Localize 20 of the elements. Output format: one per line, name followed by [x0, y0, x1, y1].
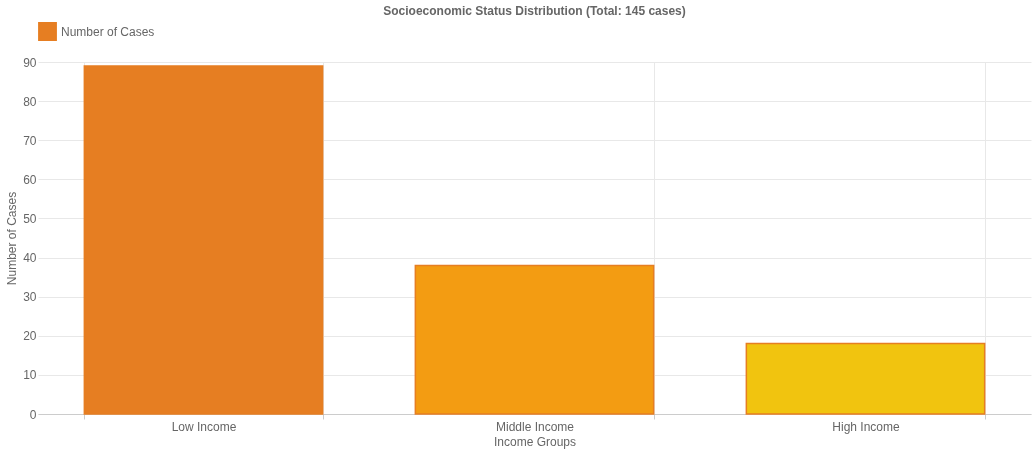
legend-label: Number of Cases [61, 24, 155, 39]
y-axis-title: Number of Cases [5, 191, 20, 286]
y-tick-label: 50 [23, 211, 37, 226]
y-tick-label: 60 [23, 172, 37, 187]
y-tick-label: 0 [29, 407, 37, 422]
y-tick-label: 40 [23, 251, 37, 266]
y-tick-label: 90 [23, 55, 37, 70]
y-tick-label: 80 [23, 94, 37, 109]
x-tick-label: Middle Income [495, 419, 575, 434]
y-tick-label: 30 [23, 290, 37, 305]
y-tick-label: 70 [23, 133, 37, 148]
bar [414, 264, 655, 415]
x-tick-label: High Income [832, 419, 900, 434]
bar [745, 342, 986, 415]
y-tick-label: 10 [23, 368, 37, 383]
x-tick-label: Low Income [171, 419, 237, 434]
bar [83, 65, 324, 415]
y-tick-label: 20 [23, 329, 37, 344]
x-axis-title: Income Groups [493, 434, 577, 449]
chart-title: Socioeconomic Status Distribution (Total: 145 cases) [383, 4, 686, 18]
